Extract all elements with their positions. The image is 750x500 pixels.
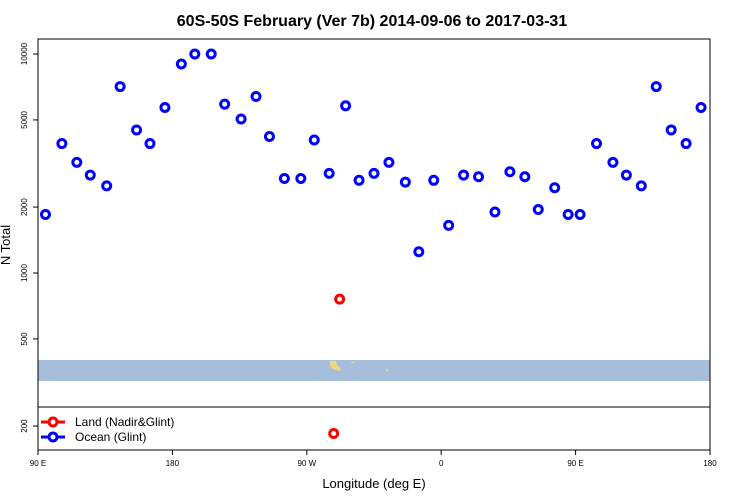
ocean-point [144, 138, 156, 150]
y-tick-label: 10000 [20, 42, 29, 65]
legend-land-label: Land (Nadir&Glint) [75, 415, 174, 429]
ocean-point [278, 173, 290, 185]
ocean-point [458, 169, 470, 181]
ocean-point [175, 58, 187, 70]
land-speck-2 [386, 369, 388, 371]
x-tick-label: 90 E [567, 459, 583, 468]
legend-ocean-label: Ocean (Glint) [75, 430, 146, 444]
data-points [39, 48, 707, 439]
ocean-point [665, 124, 677, 136]
x-tick-label: 0 [439, 459, 444, 468]
x-tick-label: 180 [703, 459, 717, 468]
ocean-point [39, 208, 51, 220]
ocean-point [383, 156, 395, 168]
ocean-point [650, 81, 662, 93]
y-tick-label: 2000 [20, 198, 29, 216]
ocean-point [562, 208, 574, 220]
ocean-point [205, 48, 217, 60]
ocean-point [56, 138, 68, 150]
ocean-point [340, 100, 352, 112]
ocean-point [607, 156, 619, 168]
ocean-point [620, 169, 632, 181]
land-point [328, 427, 340, 439]
legend-land-marker [47, 416, 59, 428]
ocean-point [473, 171, 485, 183]
y-axis-label: N Total [0, 225, 13, 265]
ocean-point [549, 182, 561, 194]
ocean-point [159, 101, 171, 113]
ocean-point [413, 246, 425, 258]
land-speck-1 [351, 362, 354, 363]
ocean-point [101, 180, 113, 192]
y-tick-label: 1000 [20, 264, 29, 282]
x-tick-label: 90 E [30, 459, 46, 468]
ocean-point [219, 98, 231, 110]
ocean-point [591, 138, 603, 150]
legend: Land (Nadir&Glint) Ocean (Glint) [41, 415, 174, 444]
land-patch [330, 361, 341, 371]
y-axis: 200 500 1000 2000 5000 10000 [20, 42, 38, 433]
ocean-point [489, 206, 501, 218]
ocean-point [574, 208, 586, 220]
y-tick-label: 500 [20, 332, 29, 346]
ocean-point [353, 174, 365, 186]
x-axis-label: Longitude (deg E) [322, 476, 425, 491]
ocean-point [308, 134, 320, 146]
ocean-point [635, 180, 647, 192]
ocean-point [71, 156, 83, 168]
x-axis: 90 E 180 90 W 0 90 E 180 [30, 450, 717, 468]
ocean-point [295, 173, 307, 185]
ocean-point [323, 167, 335, 179]
map-band [38, 360, 710, 381]
chart-title: 60S-50S February (Ver 7b) 2014-09-06 to … [177, 13, 568, 30]
ocean-point [680, 138, 692, 150]
ocean-point [114, 81, 126, 93]
ocean-point [399, 176, 411, 188]
land-point [334, 293, 346, 305]
x-tick-label: 90 W [297, 459, 316, 468]
legend-ocean-marker [47, 431, 59, 443]
ocean-point [131, 124, 143, 136]
ocean-point [532, 203, 544, 215]
ocean-band [38, 360, 710, 381]
ocean-point [250, 90, 262, 102]
ocean-point [504, 166, 516, 178]
y-tick-label: 200 [20, 419, 29, 433]
ocean-point [84, 169, 96, 181]
ocean-point [519, 171, 531, 183]
y-tick-label: 5000 [20, 110, 29, 128]
ocean-point [368, 167, 380, 179]
ocean-point [189, 48, 201, 60]
ocean-point [263, 131, 275, 143]
ocean-point [428, 174, 440, 186]
ocean-point [695, 101, 707, 113]
plot-frame [37, 38, 711, 451]
x-tick-label: 180 [166, 459, 180, 468]
ocean-point [235, 113, 247, 125]
ocean-point [443, 219, 455, 231]
